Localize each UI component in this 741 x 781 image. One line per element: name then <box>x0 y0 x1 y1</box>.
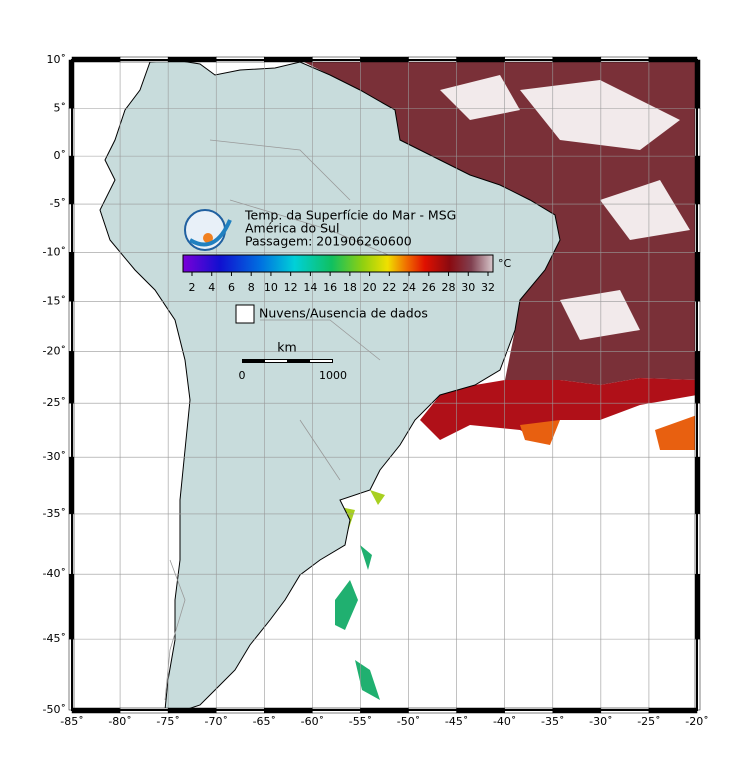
lon-label: -85˚ <box>60 715 83 728</box>
lat-label: -25˚ <box>43 396 66 409</box>
lat-label: -10˚ <box>43 245 66 258</box>
lat-label: -50˚ <box>43 703 66 716</box>
sst-red <box>420 378 697 440</box>
colorbar-label: 30 <box>461 281 475 294</box>
lon-label: -55˚ <box>349 715 372 728</box>
lon-label: -70˚ <box>204 715 227 728</box>
lon-label: -20˚ <box>685 715 708 728</box>
lat-label: -40˚ <box>43 567 66 580</box>
lon-label: -75˚ <box>156 715 179 728</box>
title-line2: América do Sul <box>245 221 339 236</box>
colorbar-ticks: 2 4 6 8 10 12 14 16 18 20 22 24 26 28 30 32 <box>189 272 495 294</box>
colorbar-label: 16 <box>323 281 337 294</box>
colorbar-label: 22 <box>382 281 396 294</box>
colorbar-label: 20 <box>363 281 377 294</box>
lon-label: -30˚ <box>589 715 612 728</box>
colorbar-label: 26 <box>422 281 436 294</box>
lat-label: -30˚ <box>43 450 66 463</box>
lon-label: -40˚ <box>493 715 516 728</box>
lon-label: -50˚ <box>397 715 420 728</box>
frame <box>71 59 698 711</box>
colorbar-label: 6 <box>228 281 235 294</box>
colorbar-label: 12 <box>284 281 298 294</box>
scale-bar-seg <box>310 360 332 362</box>
lat-label: -20˚ <box>43 344 66 357</box>
colorbar <box>182 254 494 273</box>
scale-end: 1000 <box>319 369 347 382</box>
scale-bar-seg <box>265 360 287 362</box>
colorbar-label: 28 <box>442 281 456 294</box>
title-line1: Temp. da Superfície do Mar - MSG <box>244 208 456 223</box>
lat-label: -35˚ <box>43 507 66 520</box>
lon-label: -25˚ <box>637 715 660 728</box>
colorbar-label: 8 <box>248 281 255 294</box>
lat-label: 5˚ <box>54 101 67 114</box>
scale-bar <box>242 359 333 363</box>
legend-swatch <box>235 304 255 324</box>
colorbar-label: 24 <box>402 281 416 294</box>
scale-start: 0 <box>239 369 246 382</box>
lon-label: -60˚ <box>301 715 324 728</box>
clouds <box>440 75 690 340</box>
sst-orange <box>520 415 697 450</box>
lon-label: -65˚ <box>253 715 276 728</box>
lat-label: 0˚ <box>54 149 67 162</box>
scale-unit: km <box>277 340 296 355</box>
colorbar-unit: °C <box>498 257 512 270</box>
logo-dot <box>203 233 213 243</box>
lon-label: -45˚ <box>445 715 468 728</box>
lat-label: -5˚ <box>50 197 66 210</box>
lat-label: -15˚ <box>43 294 66 307</box>
colorbar-label: 2 <box>189 281 196 294</box>
colorbar-label: 4 <box>208 281 215 294</box>
colorbar-label: 10 <box>264 281 278 294</box>
lon-label: -35˚ <box>541 715 564 728</box>
lat-label: -45˚ <box>43 632 66 645</box>
logo-swirl <box>188 219 232 247</box>
legend-label: Nuvens/Ausencia de dados <box>259 306 428 321</box>
colorbar-label: 14 <box>303 281 317 294</box>
colorbar-label: 18 <box>343 281 357 294</box>
lat-label: 10˚ <box>47 53 67 66</box>
borders <box>164 139 401 701</box>
colorbar-label: 32 <box>481 281 495 294</box>
lon-label: -80˚ <box>108 715 131 728</box>
title-line3: Passagem: 201906260600 <box>245 234 412 249</box>
sst-green <box>335 545 380 700</box>
